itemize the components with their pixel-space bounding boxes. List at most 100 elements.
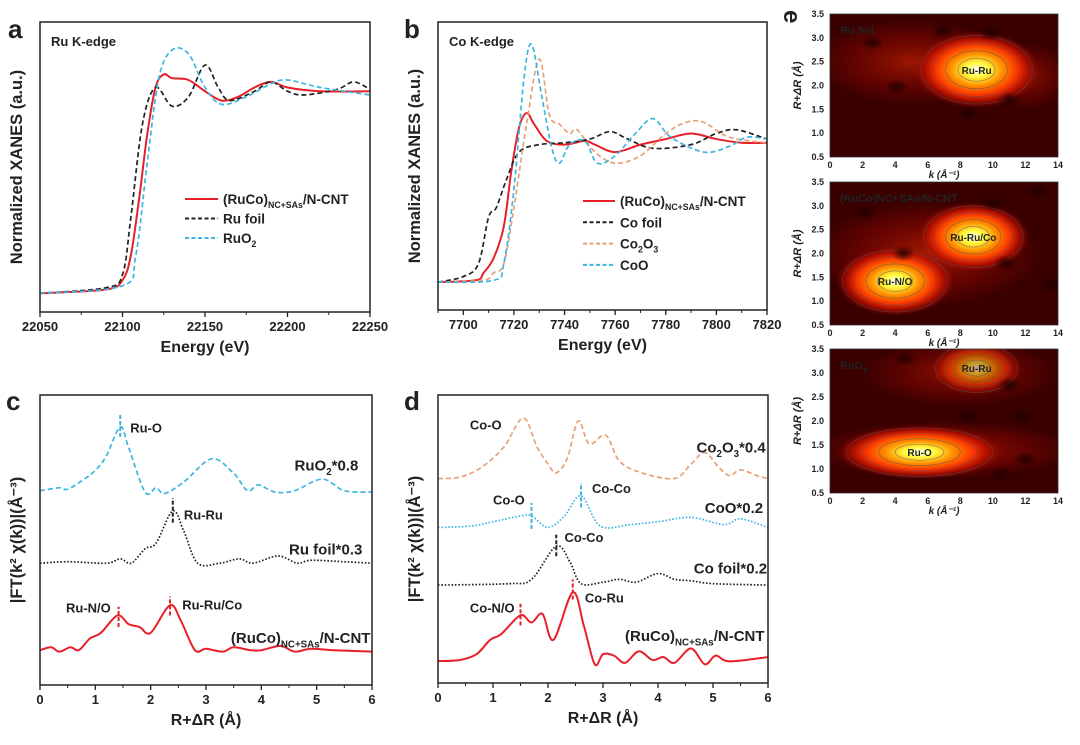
text-part: RuO <box>295 457 327 474</box>
x-tick-label: 3 <box>599 690 606 705</box>
annotation-label: Ru-Ru <box>184 508 223 523</box>
text-part: 3 <box>734 449 740 460</box>
x-tick-label: 22050 <box>22 319 58 334</box>
text-part: /N-CNT <box>320 630 371 647</box>
text-part: Ru-O <box>130 421 162 436</box>
x-tick-label: 2 <box>860 160 865 170</box>
map-title: Ru foil <box>840 25 874 37</box>
x-axis-label: k (Å⁻¹) <box>929 504 961 517</box>
x-tick-label: 2 <box>544 690 551 705</box>
annotation-label: Co-O <box>470 418 502 433</box>
panel-e: e Ru-Ru Ru foil 0 2 4 6 8 10 12 14 0.5 1.0 1.5 2.0 2.5 3… <box>778 9 1063 517</box>
x-tick-label: 7800 <box>702 317 731 332</box>
text-part: Ru-N/O <box>66 601 111 616</box>
text-part: NC+SAs <box>877 193 921 205</box>
text-part: 2 <box>326 467 332 478</box>
x-tick-label: 6 <box>925 160 930 170</box>
text-part: Co-O <box>493 492 525 507</box>
text-part: O <box>643 237 654 252</box>
y-tick-label: 2.0 <box>811 416 824 426</box>
x-tick-label: 10 <box>988 496 998 506</box>
text-part: O <box>722 440 734 457</box>
x-axis-label: R+ΔR (Å) <box>568 708 639 727</box>
x-tick-label: 2 <box>860 496 865 506</box>
x-tick-label: 10 <box>988 328 998 338</box>
text-part: /N-CNT <box>920 193 958 205</box>
text-part: /N-CNT <box>303 192 349 207</box>
x-tick-label: 4 <box>258 692 266 707</box>
panel-title: Ru K-edge <box>51 34 116 49</box>
y-axis-label: Normalized XANES (a.u.) <box>8 70 26 264</box>
x-axis-label: Energy (eV) <box>161 339 250 356</box>
x-tick-label: 7740 <box>550 317 579 332</box>
contour-line <box>845 427 994 477</box>
annotation-label: RuO2*0.8 <box>295 457 359 478</box>
annotation-label: Co-N/O <box>470 600 515 615</box>
panel-label: a <box>8 14 23 44</box>
series-line <box>438 112 767 284</box>
series-line <box>438 417 768 480</box>
text-part: Co-O <box>470 418 502 433</box>
wavelet-map: Ru-Ru/Co Ru-N/O (RuCo)NC+SAs/N-CNT 0 2 4 6 8 10 1… <box>791 177 1063 349</box>
annotation-label: Ru-N/O <box>66 601 111 616</box>
heatmap-dark-spot <box>853 204 878 221</box>
y-tick-label: 0.5 <box>811 152 824 162</box>
legend-label: (RuCo)NC+SAs/N-CNT <box>620 194 746 212</box>
text-part: Co-Ru <box>585 590 624 605</box>
heatmap-dark-spot <box>892 350 917 367</box>
y-tick-label: 3.0 <box>811 33 824 43</box>
text-part: Co foil*0.2 <box>694 561 767 578</box>
text-part: *0.8 <box>332 457 359 474</box>
x-tick-label: 12 <box>1020 328 1030 338</box>
x-tick-label: 14 <box>1053 160 1063 170</box>
contour-line <box>878 438 961 466</box>
x-tick-label: 12 <box>1020 160 1030 170</box>
series-line <box>40 604 372 653</box>
text-part: NC+SAs <box>268 200 303 210</box>
legend-label: Co foil <box>620 215 662 230</box>
x-tick-label: 0 <box>827 160 832 170</box>
text-part: 2 <box>638 245 643 255</box>
annotation-label: (RuCo)NC+SAs/N-CNT <box>231 630 371 651</box>
legend-label: Ru foil <box>223 212 265 227</box>
x-tick-label: 7760 <box>601 317 630 332</box>
annotation-label: Ru-O <box>130 421 162 436</box>
panel-label: e <box>778 10 805 23</box>
y-tick-label: 1.0 <box>811 464 824 474</box>
text-part: 2 <box>717 449 723 460</box>
y-tick-label: 2.5 <box>811 392 824 402</box>
series-line <box>40 426 372 496</box>
text-part: RuO <box>840 360 864 372</box>
y-axis-label: R+ΔR (Å) <box>791 229 804 277</box>
x-tick-label: 22200 <box>269 319 305 334</box>
x-tick-label: 7820 <box>753 317 782 332</box>
y-tick-label: 3.0 <box>811 201 824 211</box>
x-axis-label: k (Å⁻¹) <box>929 168 961 181</box>
x-tick-label: 10 <box>988 160 998 170</box>
heatmap-dark-spot <box>989 465 1013 482</box>
text-part: CoO*0.2 <box>705 500 763 517</box>
text-part: Co <box>620 237 638 252</box>
x-tick-label: 3 <box>202 692 209 707</box>
x-tick-label: 4 <box>893 328 898 338</box>
x-axis-label: k (Å⁻¹) <box>929 336 961 349</box>
x-tick-label: 6 <box>925 328 930 338</box>
text-part: NC+SAs <box>281 639 320 650</box>
text-part: NC+SAs <box>665 202 700 212</box>
x-tick-label: 4 <box>654 690 662 705</box>
annotation-label: CoO*0.2 <box>705 500 763 517</box>
contour-line <box>923 205 1024 269</box>
text-part: Co-Co <box>592 481 631 496</box>
text-part: RuO <box>223 231 252 246</box>
panel-title: Co K-edge <box>449 34 514 49</box>
map-title: (RuCo)NC+SAs/N-CNT <box>840 193 958 205</box>
heatmap-dark-spot <box>891 245 916 262</box>
x-tick-label: 1 <box>489 690 496 705</box>
annotation-label: (RuCo)NC+SAs/N-CNT <box>625 628 765 649</box>
x-tick-label: 5 <box>709 690 716 705</box>
annotation-label: Co2O3*0.4 <box>697 440 767 461</box>
x-tick-label: 4 <box>893 160 898 170</box>
heatmap-dark-spot <box>1010 408 1035 425</box>
